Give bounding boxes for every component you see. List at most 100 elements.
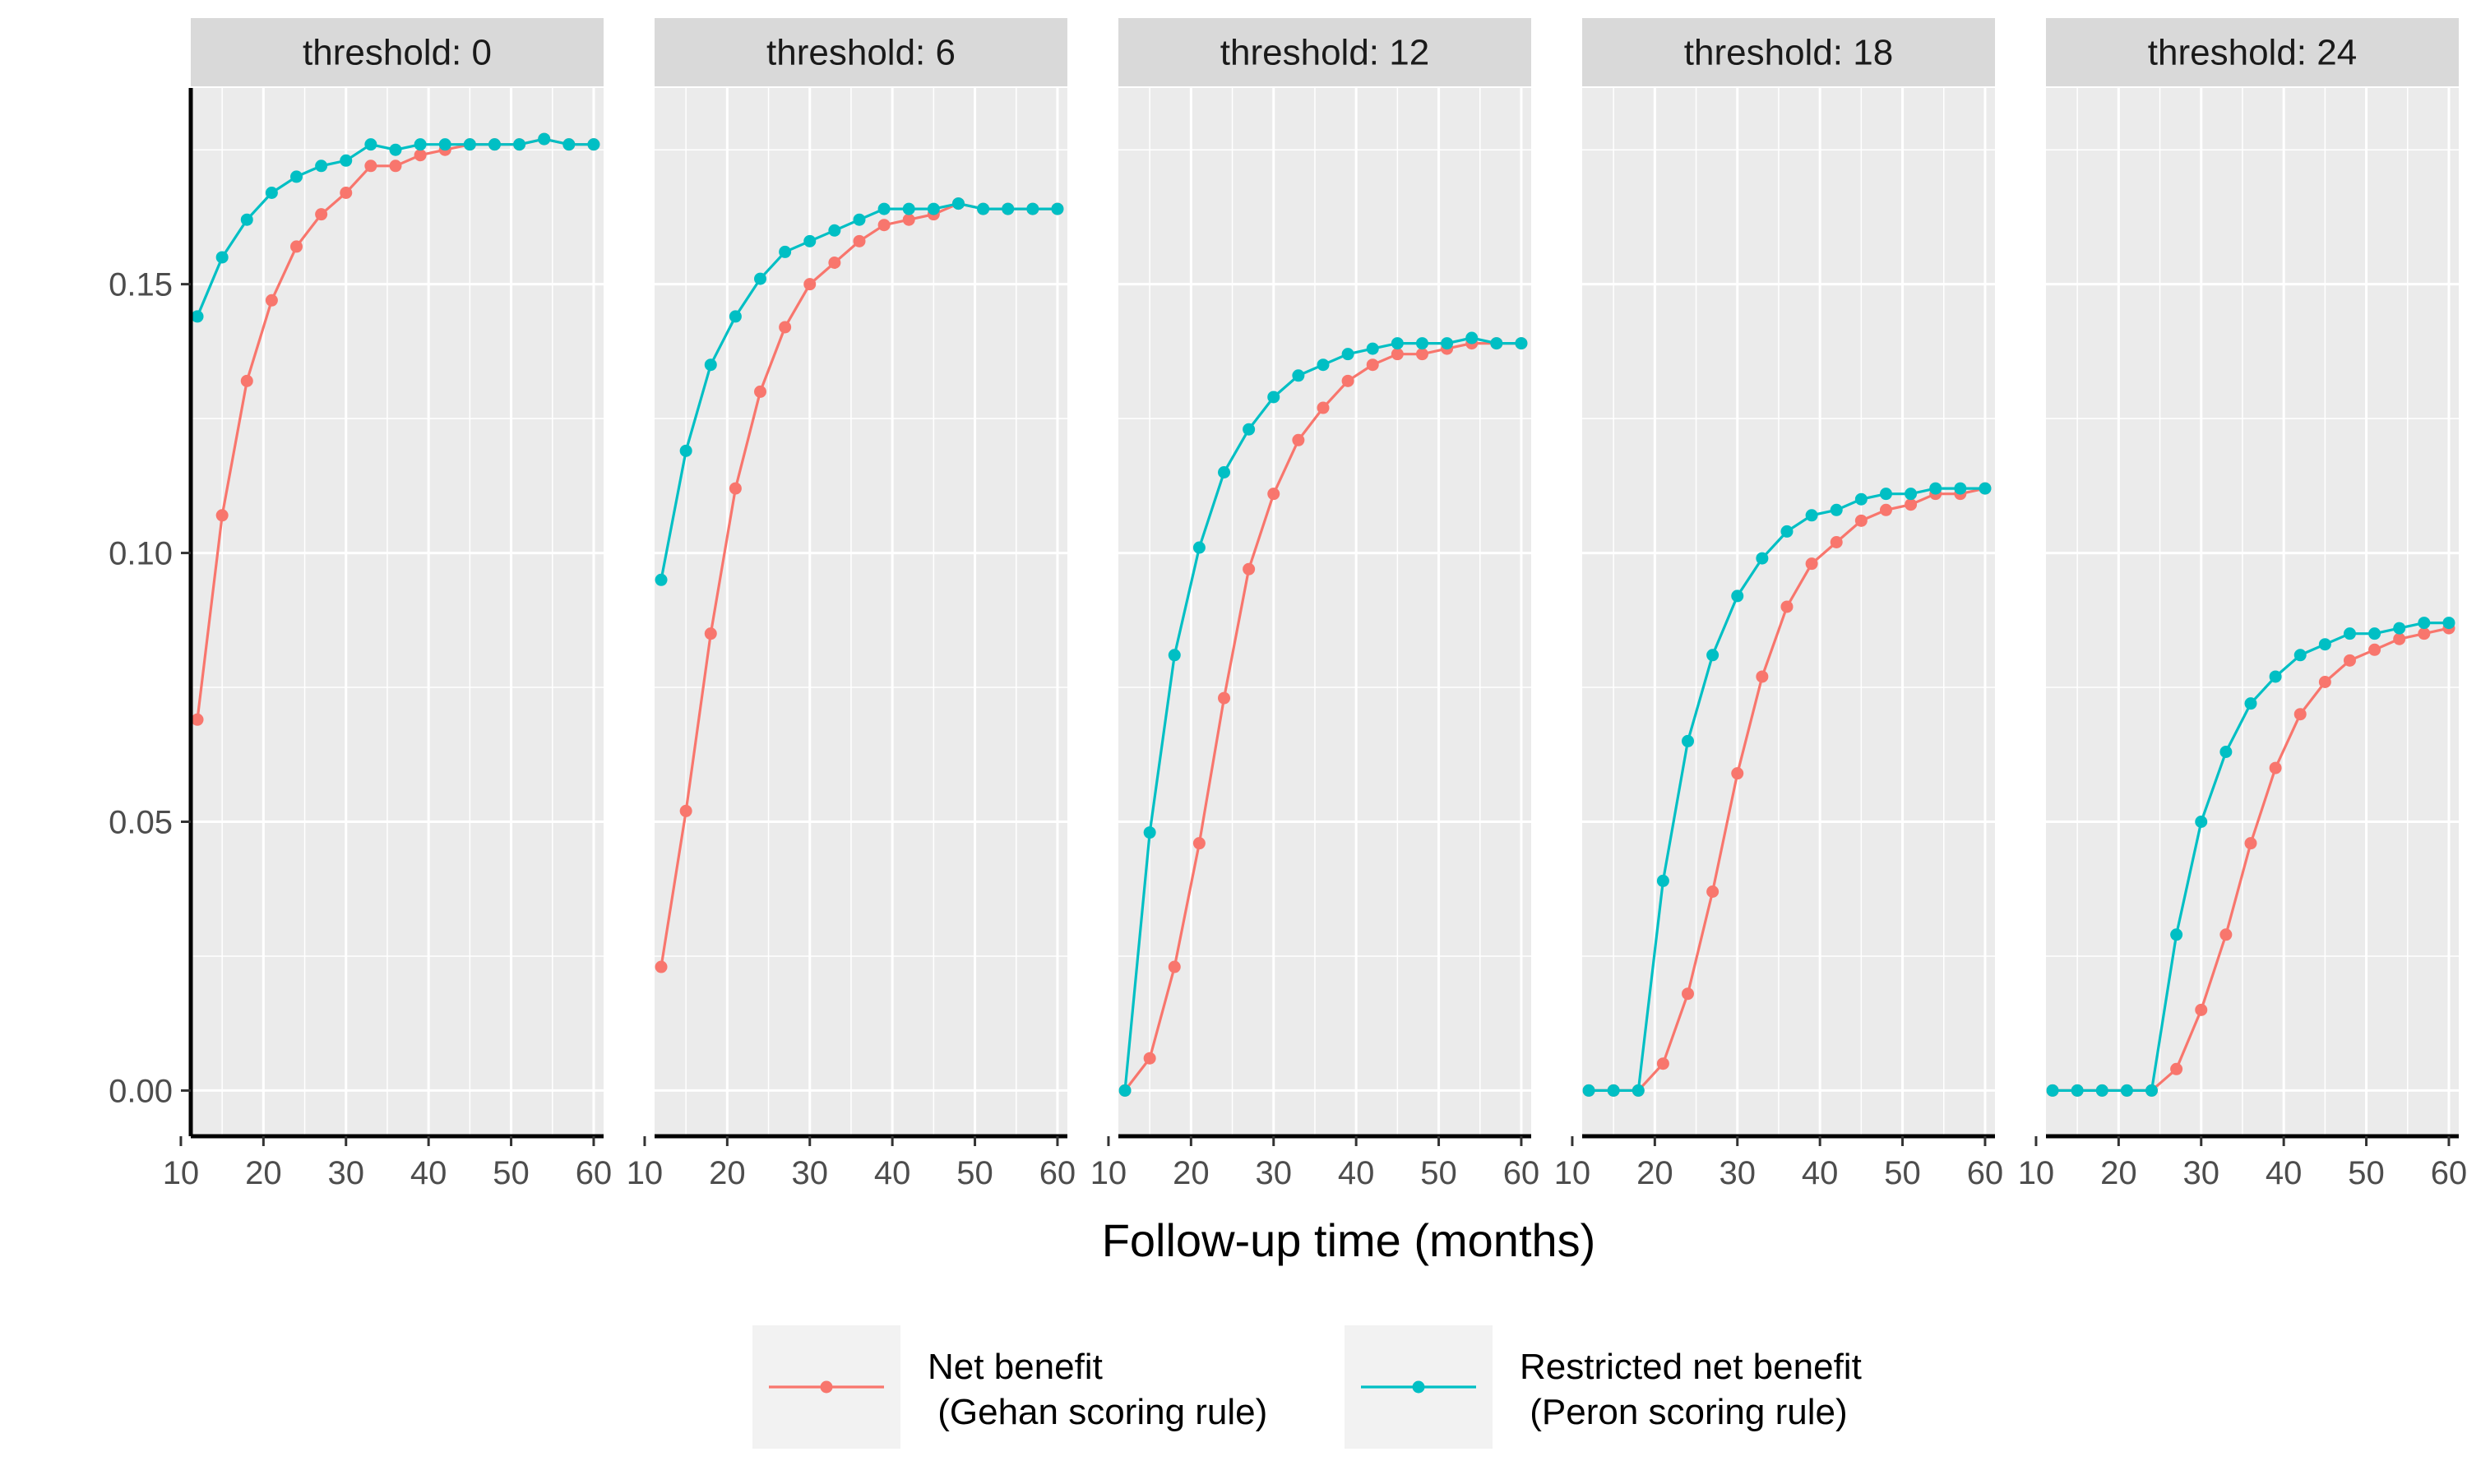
- data-point: [1632, 1084, 1645, 1097]
- data-point: [2170, 1062, 2183, 1075]
- legend-label-line2: (Peron scoring rule): [1520, 1392, 1848, 1432]
- data-point: [1682, 987, 1695, 1001]
- data-point: [1243, 423, 1256, 436]
- data-point: [754, 272, 767, 285]
- data-point: [2393, 632, 2406, 645]
- data-point: [1879, 503, 1892, 516]
- data-point: [1391, 337, 1404, 350]
- data-point: [1267, 488, 1280, 501]
- data-point: [1731, 767, 1744, 780]
- data-point: [679, 444, 692, 457]
- data-point: [927, 202, 940, 215]
- data-point: [1002, 202, 1015, 215]
- data-point: [1830, 536, 1843, 548]
- x-tick-label: 20: [1636, 1155, 1673, 1191]
- data-point: [1317, 401, 1330, 414]
- data-point: [1954, 482, 1967, 495]
- data-point: [2046, 1084, 2059, 1097]
- data-point: [340, 154, 353, 167]
- data-point: [1341, 374, 1354, 387]
- data-point: [2418, 627, 2431, 640]
- data-point: [1607, 1084, 1620, 1097]
- x-tick-label: 60: [1503, 1155, 1540, 1191]
- data-point: [414, 138, 427, 151]
- strip-label: threshold: 12: [1220, 33, 1429, 73]
- data-point: [2195, 816, 2208, 828]
- x-tick-label: 30: [328, 1155, 365, 1191]
- data-point: [1051, 202, 1064, 215]
- x-tick-label: 40: [874, 1155, 911, 1191]
- x-tick-label: 40: [410, 1155, 447, 1191]
- data-point: [1656, 874, 1669, 887]
- data-point: [1118, 1084, 1132, 1097]
- data-point: [655, 573, 668, 586]
- data-point: [315, 208, 328, 221]
- data-point: [1465, 331, 1479, 344]
- data-point: [1854, 514, 1868, 527]
- data-point: [1218, 466, 1231, 478]
- data-point: [340, 187, 353, 199]
- data-point: [2418, 617, 2431, 630]
- data-point: [2293, 708, 2307, 721]
- x-tick-label: 30: [2183, 1155, 2220, 1191]
- panel-background: [655, 88, 1067, 1136]
- data-point: [240, 374, 253, 387]
- legend-label-line1: Restricted net benefit: [1520, 1347, 1862, 1387]
- panel-1: threshold: 6 10 20 30 40 50 60: [627, 18, 1076, 1191]
- data-point: [902, 213, 915, 226]
- data-point: [438, 138, 451, 151]
- data-point: [853, 213, 866, 226]
- strip-background: [655, 18, 1067, 86]
- data-point: [1292, 369, 1305, 382]
- data-point: [2095, 1084, 2108, 1097]
- data-point: [1929, 482, 1942, 495]
- data-point: [1317, 358, 1330, 372]
- strip-label: threshold: 24: [2148, 33, 2357, 73]
- data-point: [389, 159, 402, 173]
- data-point: [364, 138, 377, 151]
- x-tick-label: 50: [1420, 1155, 1457, 1191]
- legend-key-point: [820, 1380, 833, 1394]
- data-point: [754, 385, 767, 398]
- x-tick-label: 20: [709, 1155, 746, 1191]
- data-point: [1415, 337, 1428, 350]
- data-point: [1830, 503, 1843, 516]
- data-point: [1143, 1052, 1156, 1065]
- x-axis-title: Follow-up time (months): [1102, 1214, 1596, 1266]
- data-point: [1731, 589, 1744, 603]
- data-point: [2318, 638, 2331, 651]
- x-tick-label: 60: [1039, 1155, 1076, 1191]
- data-point: [1905, 498, 1918, 511]
- data-point: [562, 138, 576, 151]
- x-tick-label: 40: [1802, 1155, 1839, 1191]
- panel-background: [191, 88, 604, 1136]
- data-point: [877, 202, 891, 215]
- panel-0: threshold: 0 10 20 30 40 50 60: [163, 18, 612, 1191]
- y-tick-label: 0.10: [109, 536, 173, 572]
- data-point: [290, 240, 303, 253]
- data-point: [587, 138, 600, 151]
- x-tick-label: 60: [1967, 1155, 2004, 1191]
- x-tick-label: 60: [2431, 1155, 2467, 1191]
- y-tick-label: 0.00: [109, 1073, 173, 1109]
- data-point: [364, 159, 377, 173]
- data-point: [2219, 746, 2233, 758]
- x-tick-label: 10: [2018, 1155, 2055, 1191]
- y-tick-label: 0.15: [109, 267, 173, 303]
- data-point: [1515, 337, 1528, 350]
- legend-label-line2: (Gehan scoring rule): [928, 1392, 1267, 1432]
- data-point: [828, 257, 841, 269]
- data-point: [1192, 541, 1206, 554]
- data-point: [729, 482, 742, 495]
- data-point: [1168, 960, 1181, 973]
- data-point: [1756, 670, 1769, 683]
- data-point: [2368, 643, 2381, 656]
- data-point: [2071, 1084, 2084, 1097]
- data-point: [513, 138, 526, 151]
- data-point: [1656, 1057, 1669, 1070]
- data-point: [803, 278, 817, 291]
- x-tick-label: 40: [2266, 1155, 2303, 1191]
- x-tick-label: 10: [163, 1155, 200, 1191]
